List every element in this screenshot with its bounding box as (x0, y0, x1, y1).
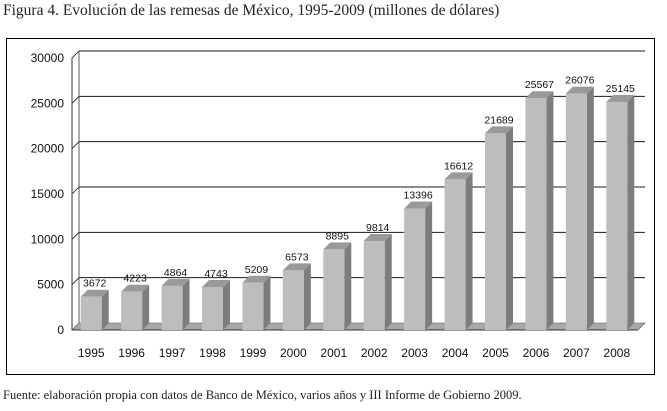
bar-side-2004 (465, 172, 473, 330)
data-label-1995: 3672 (83, 278, 107, 290)
data-label-2007: 26076 (565, 75, 594, 87)
x-tick-label-2007: 2007 (563, 346, 590, 360)
bar-side-1999 (263, 275, 271, 330)
data-label-2003: 13396 (404, 190, 433, 202)
bar-1997 (161, 285, 183, 330)
bar-side-2007 (586, 86, 594, 330)
y-axis-top (71, 50, 80, 59)
gridline-depth (71, 141, 80, 149)
bar-top-2005 (485, 126, 513, 134)
x-tick-label-1996: 1996 (118, 346, 145, 360)
bar-top-2004 (444, 172, 473, 180)
bar-top-1999 (242, 275, 271, 283)
gridline-depth (71, 277, 80, 285)
figure-title: Figura 4. Evolución de las remesas de Mé… (3, 2, 500, 19)
bar-2006 (525, 98, 547, 330)
data-label-1997: 4864 (164, 267, 188, 279)
bar-top-2000 (282, 263, 311, 271)
source-note: Fuente: elaboración propia con datos de … (3, 388, 522, 402)
x-tick-label-1998: 1998 (199, 346, 226, 360)
bar-top-2002 (363, 234, 392, 242)
y-tick-label: 25000 (31, 96, 65, 110)
bar-side-2005 (506, 126, 513, 331)
bar-side-2001 (344, 242, 352, 330)
bar-top-2006 (525, 91, 554, 99)
bar-2003 (404, 208, 426, 330)
bar-side-2003 (425, 201, 433, 330)
x-tick-label-1997: 1997 (159, 346, 186, 360)
bar-top-2001 (323, 242, 352, 250)
bar-2001 (323, 249, 345, 330)
bar-top-1996 (121, 284, 150, 292)
bar-top-1998 (202, 279, 230, 287)
bar-side-1996 (142, 284, 150, 330)
bar-2008 (606, 102, 628, 330)
x-tick-label-1995: 1995 (78, 346, 105, 360)
bar-side-1998 (223, 279, 230, 330)
data-label-1999: 5209 (245, 264, 269, 276)
x-tick-label-2001: 2001 (320, 346, 347, 360)
y-tick-label: 20000 (31, 142, 65, 156)
x-tick-label-2006: 2006 (523, 346, 550, 360)
data-label-2004: 16612 (444, 160, 473, 172)
gridline-depth (71, 186, 80, 195)
data-label-1996: 4223 (123, 273, 147, 285)
x-tick-label-2000: 2000 (280, 346, 307, 360)
bar-top-2008 (606, 95, 635, 103)
y-tick-label: 15000 (31, 187, 65, 201)
data-label-2008: 25145 (606, 83, 635, 95)
bar-2000 (282, 270, 304, 330)
bar-1998 (202, 286, 223, 330)
x-tick-label-2004: 2004 (442, 346, 469, 360)
y-tick-label: 10000 (31, 232, 65, 246)
data-label-1998: 4743 (204, 268, 228, 280)
x-tick-label-2003: 2003 (401, 346, 428, 360)
bar-2002 (363, 241, 385, 330)
y-tick-label: 30000 (31, 51, 65, 65)
y-tick-label: 5000 (37, 278, 64, 292)
bar-side-1995 (101, 289, 109, 330)
y-tick-label: 0 (57, 323, 64, 337)
x-tick-label-2005: 2005 (482, 346, 509, 360)
bar-side-2002 (384, 234, 392, 330)
bar-side-2008 (627, 95, 635, 330)
bar-top-2007 (565, 86, 594, 94)
x-tick-label-2008: 2008 (603, 346, 630, 360)
bar-1999 (242, 282, 264, 330)
x-tick-label-1999: 1999 (240, 346, 267, 360)
bar-2005 (485, 133, 506, 330)
gridline-depth (71, 96, 80, 104)
bar-side-2006 (546, 91, 554, 330)
chart-floor (71, 322, 646, 331)
data-label-2001: 8895 (326, 230, 350, 242)
data-label-2000: 6573 (285, 251, 309, 263)
data-label-2006: 25567 (525, 79, 554, 91)
bar-2004 (444, 179, 466, 330)
bar-2007 (565, 93, 587, 330)
x-tick-label-2002: 2002 (361, 346, 388, 360)
bar-side-1997 (182, 278, 190, 330)
bar-1996 (121, 291, 143, 330)
bar-top-1995 (80, 289, 109, 297)
bar-1995 (80, 296, 102, 330)
bar-side-2000 (303, 263, 311, 330)
bar-top-2003 (404, 201, 433, 209)
gridline-depth (71, 232, 80, 240)
bar-top-1997 (161, 278, 190, 286)
data-label-2002: 9814 (366, 222, 390, 234)
data-label-2005: 21689 (484, 114, 513, 126)
